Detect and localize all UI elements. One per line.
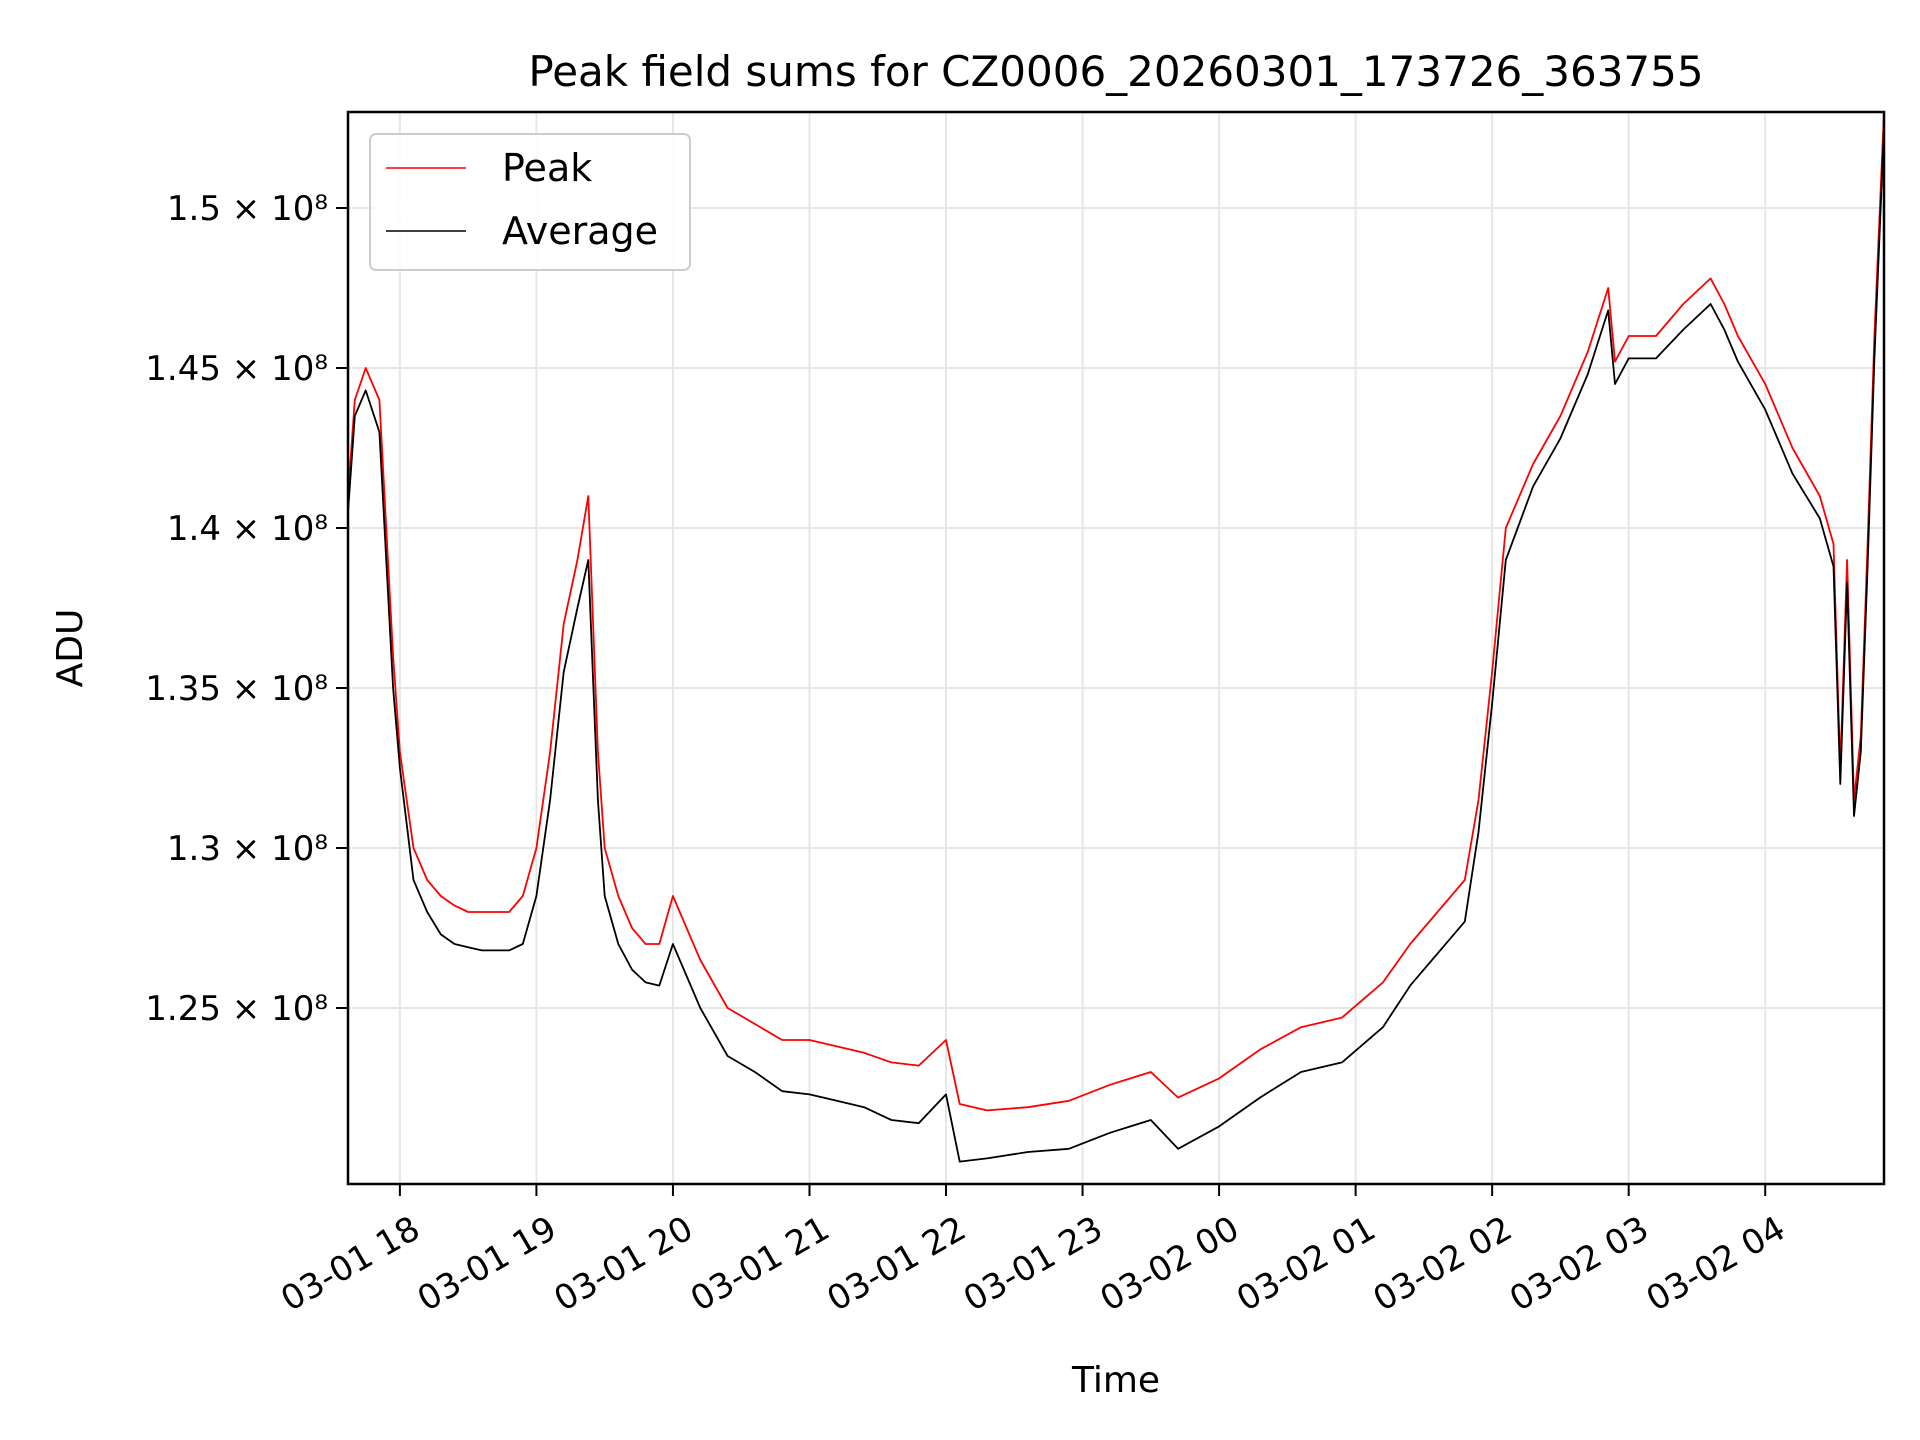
series-line-peak [347,111,1885,1112]
series-layer [347,111,1885,1163]
legend-label-average: Average [502,209,658,253]
y-tick-label: 1.25 × 10⁸ [145,989,328,1029]
y-tick-label: 1.45 × 10⁸ [145,349,328,389]
legend-label-peak: Peak [502,146,592,190]
x-axis-label: Time [1071,1360,1160,1401]
y-tick-label: 1.4 × 10⁸ [167,509,328,549]
series-line-average [347,127,1885,1163]
grid-layer [348,112,1884,1184]
plot-area-frame [346,110,1886,1186]
legend: Peak Average [369,133,691,271]
y-axis-label: ADU [50,609,91,688]
y-tick-label: 1.35 × 10⁸ [145,669,328,709]
y-tick-label: 1.3 × 10⁸ [167,829,328,869]
y-tick-label: 1.5 × 10⁸ [167,189,328,229]
chart-title: Peak field sums for CZ0006_20260301_1737… [528,47,1703,96]
